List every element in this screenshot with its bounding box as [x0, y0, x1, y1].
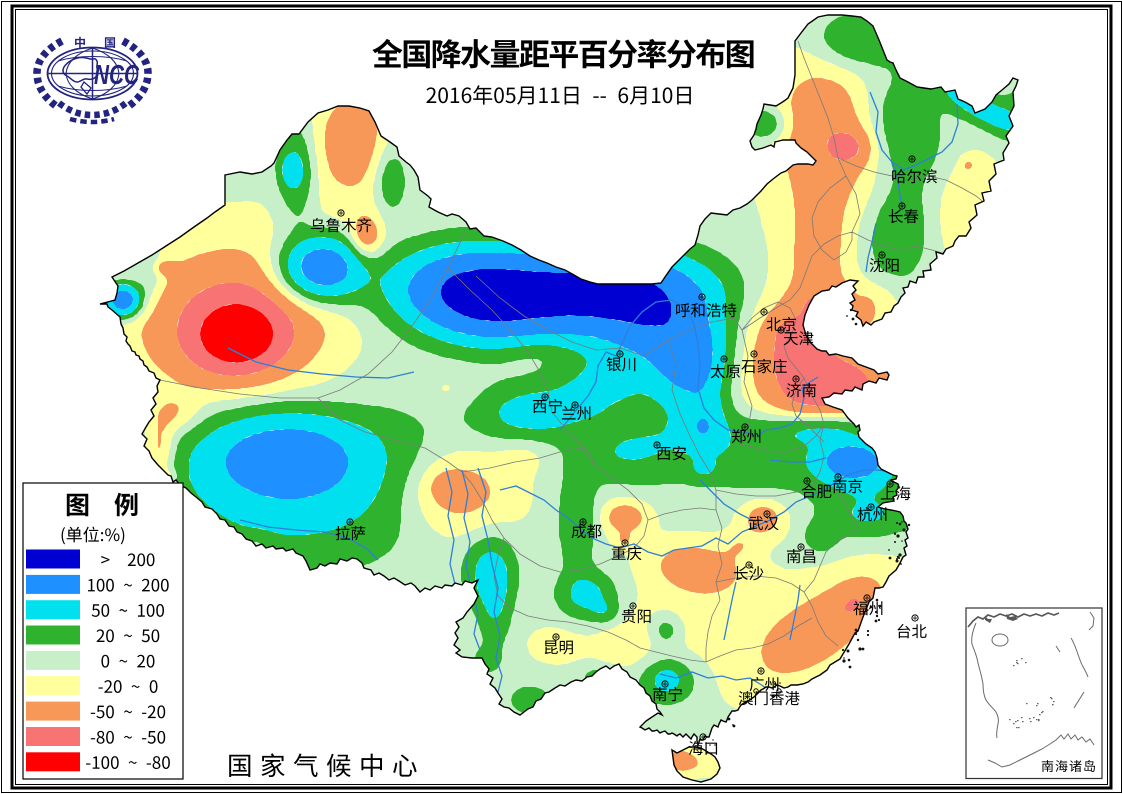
svg-text:NCC: NCC: [94, 59, 140, 90]
